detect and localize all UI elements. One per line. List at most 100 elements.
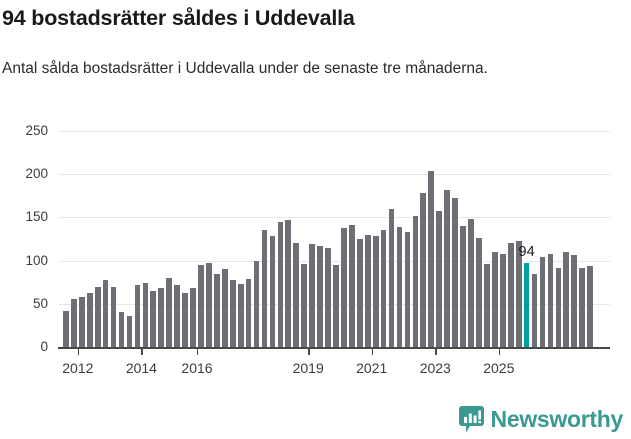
bar — [372, 236, 379, 347]
bar — [515, 240, 522, 347]
x-axis-tick — [435, 348, 437, 355]
bar — [86, 293, 93, 347]
gridline — [58, 217, 610, 219]
bar — [356, 239, 363, 347]
bar — [221, 269, 228, 347]
y-axis-tick-label: 50 — [32, 295, 48, 311]
bar — [460, 226, 466, 347]
bar — [261, 230, 268, 347]
bar — [444, 189, 451, 347]
bar — [134, 284, 141, 347]
bar — [277, 221, 284, 347]
bar — [301, 264, 308, 347]
bar — [333, 264, 339, 347]
bar — [468, 219, 474, 347]
y-axis-tick-label: 150 — [25, 209, 48, 225]
bar — [190, 288, 196, 347]
bar — [396, 226, 403, 347]
x-axis-tick-label: 2016 — [181, 360, 213, 376]
x-axis-tick-label: 2021 — [356, 360, 388, 376]
page-title: 94 bostadsrätter såldes i Uddevalla — [2, 6, 355, 30]
x-axis-tick — [371, 348, 374, 355]
bar — [428, 170, 435, 347]
x-axis-tick-label: 2014 — [125, 360, 157, 376]
bar — [94, 286, 101, 347]
bar — [579, 267, 586, 347]
bar — [404, 232, 411, 347]
bar — [436, 210, 443, 347]
x-axis-tick — [308, 348, 310, 355]
bar — [182, 293, 188, 347]
bar — [110, 286, 117, 347]
bar — [174, 284, 180, 347]
bar — [142, 283, 149, 347]
bar — [126, 315, 133, 347]
gridline — [58, 260, 610, 262]
bar — [507, 243, 514, 347]
bar — [491, 251, 498, 347]
y-axis-tick-label: 250 — [25, 123, 48, 138]
bar — [531, 273, 538, 347]
bar — [309, 244, 315, 347]
bar — [325, 247, 331, 347]
bar-highlighted — [523, 263, 530, 347]
bar — [78, 296, 85, 347]
bar — [158, 288, 165, 347]
y-axis-tick-label: 200 — [25, 166, 48, 182]
y-axis-tick-label: 100 — [25, 252, 48, 268]
bar — [476, 238, 482, 347]
gridline — [58, 131, 610, 132]
chart-subtitle: Antal sålda bostadsrätter i Uddevalla un… — [2, 60, 488, 77]
bar — [364, 234, 371, 347]
bar — [166, 277, 173, 347]
y-axis-tick-label: 0 — [40, 339, 48, 354]
bar — [71, 299, 77, 347]
x-axis-tick — [141, 348, 143, 355]
bar-chart-speech-bubble-icon — [458, 406, 484, 433]
bar — [452, 197, 458, 347]
bar — [285, 220, 292, 347]
bar — [150, 290, 157, 347]
bar — [293, 243, 300, 347]
bar — [555, 267, 562, 347]
newsworthy-logo[interactable]: Newsworthy — [458, 406, 624, 433]
bar — [237, 283, 244, 347]
bar — [571, 255, 578, 347]
x-axis-tick-label: 2025 — [483, 360, 515, 376]
bar — [484, 264, 490, 347]
bar — [388, 208, 395, 347]
bar — [349, 225, 355, 347]
x-axis-line — [58, 347, 610, 349]
x-axis-tick — [196, 348, 199, 355]
bar — [206, 263, 212, 347]
bar — [587, 265, 593, 347]
bar — [412, 215, 419, 347]
bar — [341, 227, 347, 347]
x-axis-tick-label: 2012 — [62, 360, 94, 376]
bar — [547, 253, 554, 347]
bar — [317, 245, 323, 347]
bar — [245, 278, 252, 347]
bar — [118, 312, 125, 347]
bar-value-label: 94 — [518, 243, 535, 260]
bar — [213, 273, 220, 347]
gridline — [58, 174, 610, 176]
bar — [420, 193, 427, 347]
bar — [269, 236, 276, 347]
bar — [563, 251, 570, 347]
x-axis-tick-label: 2019 — [292, 360, 324, 376]
bar — [63, 310, 69, 347]
logo-wordmark: Newsworthy — [490, 406, 624, 432]
x-axis-tick-label: 2023 — [419, 360, 451, 376]
bar — [539, 257, 546, 347]
x-axis-tick — [77, 348, 80, 355]
bar — [198, 264, 204, 347]
bar — [253, 260, 260, 347]
bar — [229, 279, 236, 347]
x-axis-tick — [498, 348, 501, 355]
bar — [380, 229, 387, 347]
bar — [102, 280, 109, 347]
